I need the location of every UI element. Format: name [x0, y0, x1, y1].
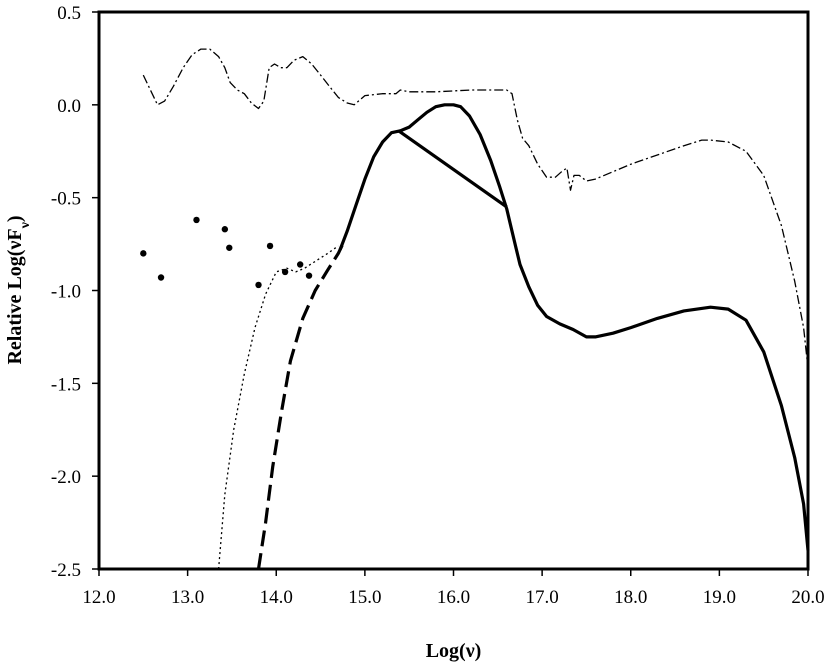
x-axis-title: Log(ν) [426, 640, 482, 662]
x-tick-label: 20.0 [791, 587, 824, 608]
data-point-marker [226, 244, 233, 251]
y-tick-label: -2.0 [51, 467, 81, 488]
y-axis-title-main: Relative Log(νF [4, 228, 26, 364]
data-point-marker [266, 242, 274, 250]
y-tick-label: -2.5 [51, 560, 81, 581]
ticks-layer: 12.0 13.0 14.0 15.0 16.0 17.0 18.0 19.0 20.0 0.5 0… [51, 3, 825, 608]
data-point-marker [281, 268, 289, 276]
y-axis-title-sub: ν [18, 221, 33, 229]
x-tick-label: 16.0 [437, 587, 470, 608]
x-tick-label: 18.0 [614, 587, 647, 608]
data-point-marker [193, 216, 200, 224]
data-point-marker [157, 274, 165, 281]
y-axis-title: Relative Log(νFν) [4, 215, 33, 364]
y-axis-title-close: ) [4, 215, 26, 222]
x-tick-label: 14.0 [260, 587, 293, 608]
x-tick-label: 19.0 [703, 587, 736, 608]
y-tick-label: -1.5 [51, 374, 81, 395]
x-tick-label: 12.0 [82, 587, 115, 608]
x-tick-label: 17.0 [526, 587, 559, 608]
series-line-dash-dot [142, 48, 809, 369]
x-tick-label: 15.0 [348, 587, 381, 608]
data-point-marker [296, 261, 304, 268]
y-tick-label: 0.5 [57, 3, 81, 24]
y-tick-label: -1.0 [51, 282, 81, 303]
data-point-marker [255, 281, 262, 289]
data-point-marker [140, 250, 147, 257]
y-tick-label: 0.0 [57, 96, 81, 117]
plot-frame [97, 10, 810, 571]
series-line-solid [397, 129, 508, 209]
y-tick-label: -0.5 [51, 189, 81, 210]
data-point-marker [221, 226, 229, 233]
series-line-dotted [217, 245, 339, 570]
series-line-solid [338, 103, 810, 551]
series-layer [140, 48, 810, 570]
data-point-marker [305, 272, 313, 279]
series-line-dashed [256, 241, 346, 570]
x-tick-label: 13.0 [171, 587, 204, 608]
